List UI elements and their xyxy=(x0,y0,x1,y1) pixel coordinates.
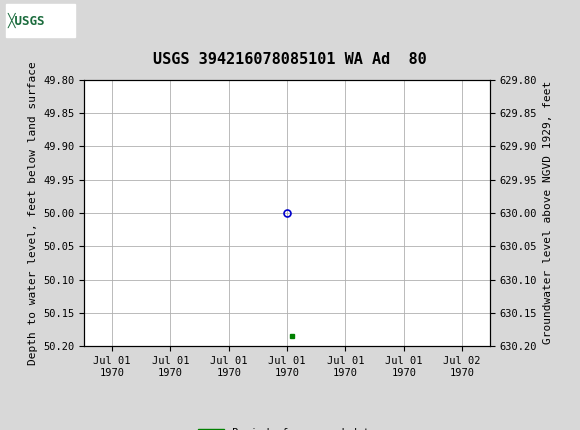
Text: ╳USGS: ╳USGS xyxy=(8,13,45,28)
Y-axis label: Depth to water level, feet below land surface: Depth to water level, feet below land su… xyxy=(28,61,38,365)
Y-axis label: Groundwater level above NGVD 1929, feet: Groundwater level above NGVD 1929, feet xyxy=(543,81,553,344)
FancyBboxPatch shape xyxy=(6,4,75,37)
Legend: Period of approved data: Period of approved data xyxy=(194,424,380,430)
Text: USGS 394216078085101 WA Ad  80: USGS 394216078085101 WA Ad 80 xyxy=(153,52,427,67)
